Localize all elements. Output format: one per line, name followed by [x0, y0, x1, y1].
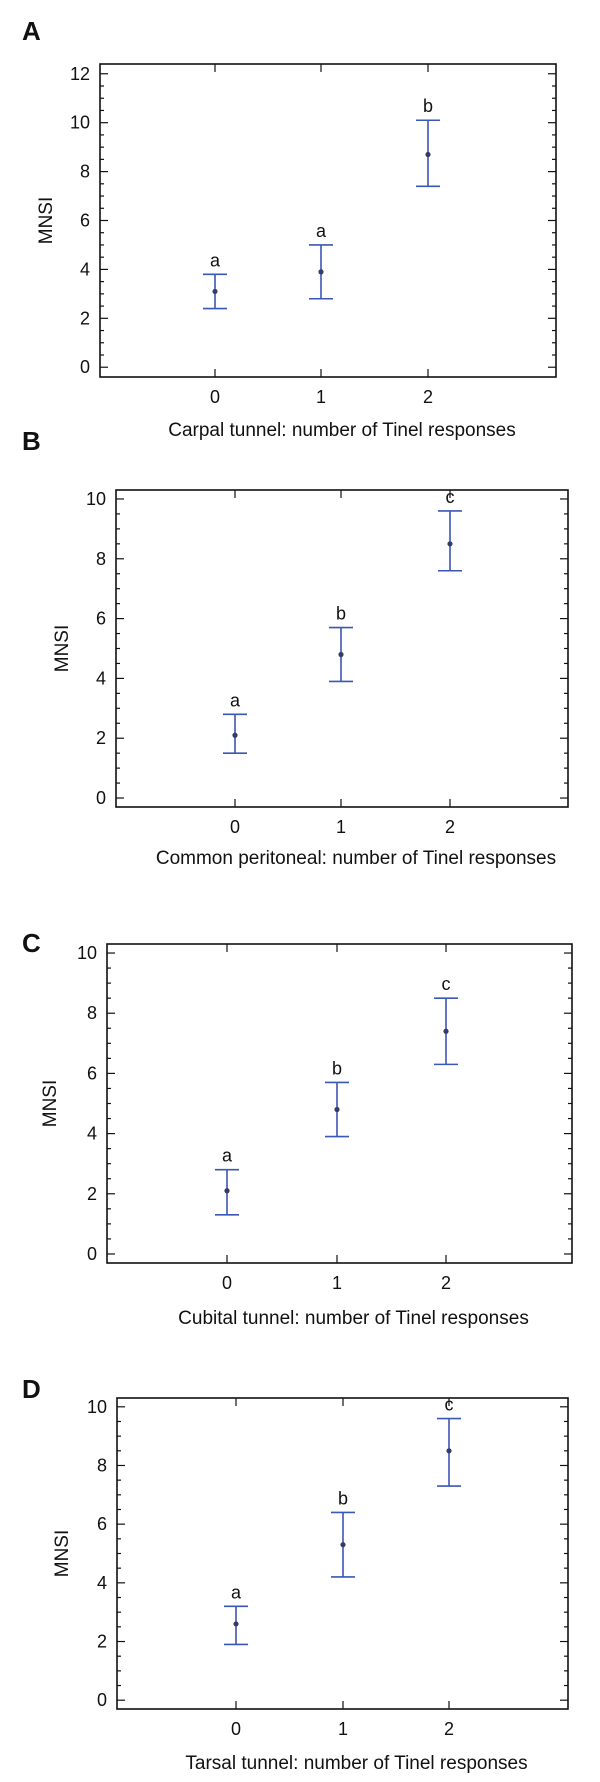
- significance-letter: c: [445, 1395, 454, 1415]
- panel-letter: C: [22, 928, 41, 958]
- significance-letter: c: [446, 487, 455, 507]
- panel-letter: B: [22, 426, 41, 456]
- x-tick-label: 0: [231, 1719, 241, 1739]
- y-tick-label: 6: [96, 609, 106, 629]
- x-tick-label: 2: [423, 387, 433, 407]
- mean-point: [446, 1448, 452, 1454]
- mean-point: [443, 1028, 449, 1034]
- x-tick-label: 0: [210, 387, 220, 407]
- y-tick-label: 0: [87, 1244, 97, 1264]
- y-tick-label: 6: [80, 211, 90, 231]
- panel-letter: A: [22, 16, 41, 46]
- y-tick-label: 8: [87, 1003, 97, 1023]
- x-tick-label: 2: [445, 817, 455, 837]
- x-tick-label: 1: [316, 387, 326, 407]
- mean-point: [425, 151, 431, 158]
- mean-point: [212, 288, 218, 295]
- y-tick-label: 6: [97, 1514, 107, 1534]
- mean-point: [232, 732, 238, 738]
- significance-letter: a: [231, 1582, 242, 1602]
- y-tick-label: 4: [80, 259, 90, 279]
- y-tick-label: 0: [97, 1690, 107, 1710]
- y-tick-label: 4: [97, 1573, 107, 1593]
- x-tick-label: 2: [441, 1273, 451, 1293]
- y-tick-label: 6: [87, 1063, 97, 1083]
- y-tick-label: 12: [70, 64, 90, 84]
- plot-frame: [106, 943, 573, 1264]
- plot-frame: [99, 63, 557, 378]
- x-tick-label: 1: [332, 1273, 342, 1293]
- panel-d: D 0 2 4 6 8 10 0 1 2 Tarsal tunnel: number of Tine…: [22, 1374, 569, 1774]
- mean-point: [233, 1621, 239, 1627]
- y-tick-label: 0: [96, 788, 106, 808]
- mean-point: [338, 651, 344, 658]
- y-tick-label: 10: [70, 113, 90, 133]
- x-tick-label: 0: [230, 817, 240, 837]
- y-tick-label: 2: [96, 728, 106, 748]
- mean-point: [318, 269, 324, 275]
- y-tick-label: 10: [87, 1397, 107, 1417]
- y-tick-label: 8: [96, 549, 106, 569]
- x-axis-title: Common peritoneal: number of Tinel respo…: [156, 848, 556, 869]
- significance-letter: a: [222, 1146, 233, 1166]
- y-tick-label: 2: [80, 308, 90, 328]
- significance-letter: a: [230, 690, 241, 710]
- x-tick-label: 1: [338, 1719, 348, 1739]
- panel-c: C 0 2 4 6 8 10 0 1 2 Cubital tunnel: number of Tin…: [22, 928, 573, 1329]
- x-tick-label: 2: [444, 1719, 454, 1739]
- significance-letter: b: [332, 1058, 342, 1078]
- plot-frame: [115, 489, 569, 808]
- y-tick-label: 10: [77, 943, 97, 963]
- significance-letter: b: [336, 604, 346, 624]
- x-tick-label: 0: [222, 1273, 232, 1293]
- significance-letter: c: [442, 974, 451, 994]
- y-tick-label: 8: [80, 162, 90, 182]
- y-axis-title: MNSI: [36, 197, 57, 245]
- panel-letter: D: [22, 1374, 41, 1404]
- significance-letter: b: [423, 96, 433, 116]
- y-tick-label: 10: [86, 489, 106, 509]
- y-axis-title: MNSI: [52, 625, 73, 673]
- x-axis-title: Cubital tunnel: number of Tinel response…: [178, 1308, 529, 1329]
- y-tick-label: 4: [87, 1124, 97, 1144]
- panel-b: B 0 2 4 6 8 10 0 1 2 Common peritoneal: number of …: [22, 426, 569, 869]
- mean-point: [334, 1106, 340, 1113]
- significance-letter: b: [338, 1488, 348, 1508]
- x-axis-title: Tarsal tunnel: number of Tinel responses: [185, 1753, 527, 1774]
- y-axis-title: MNSI: [52, 1530, 73, 1578]
- y-axis-title: MNSI: [40, 1080, 61, 1128]
- mean-point: [447, 541, 453, 547]
- y-tick-label: 2: [87, 1184, 97, 1204]
- error-bar: [438, 510, 462, 572]
- mean-point: [224, 1188, 230, 1194]
- y-tick-label: 4: [96, 668, 106, 688]
- y-tick-label: 8: [97, 1455, 107, 1475]
- x-tick-label: 1: [336, 817, 346, 837]
- x-axis-title: Carpal tunnel: number of Tinel responses: [168, 420, 515, 441]
- mean-point: [340, 1542, 346, 1548]
- significance-letter: a: [316, 221, 327, 241]
- significance-letter: a: [210, 250, 221, 270]
- y-tick-label: 0: [80, 357, 90, 377]
- y-tick-label: 2: [97, 1632, 107, 1652]
